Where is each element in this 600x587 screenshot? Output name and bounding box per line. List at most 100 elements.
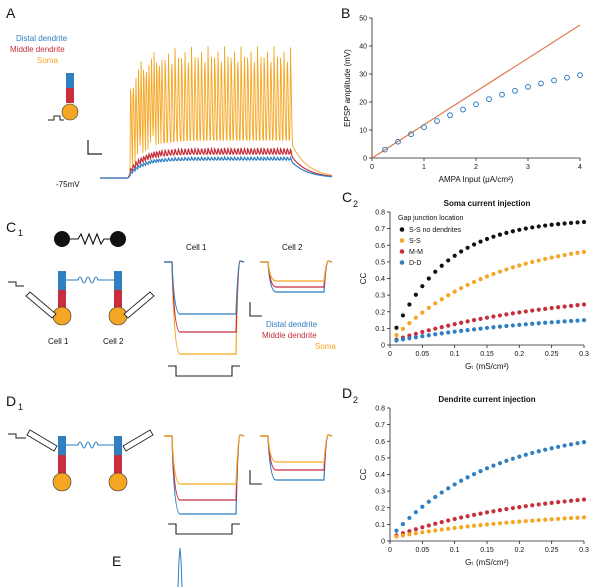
coupled-neurons-c1: [8, 271, 155, 326]
data-point: [478, 316, 483, 321]
data-point: [426, 529, 431, 534]
data-point: [556, 500, 561, 505]
data-point: [581, 318, 587, 323]
trace-cell2-soma: [260, 434, 333, 463]
legend-label: S-S: [409, 238, 421, 245]
data-point: [400, 533, 406, 538]
data-point: [581, 302, 587, 307]
data-point: [439, 519, 444, 525]
y-axis-label: CC: [359, 273, 368, 285]
coupled-neurons-d1: [8, 429, 154, 492]
data-point: [413, 292, 418, 297]
y-tick-label: 30: [359, 72, 367, 79]
x-axis-label: Gₜ (mS/cm²): [465, 558, 509, 567]
y-tick-label: 0.4: [375, 472, 385, 479]
data-point: [484, 466, 490, 471]
data-point: [400, 337, 406, 342]
data-point: [510, 456, 515, 461]
data-point: [484, 236, 490, 242]
data-point: [407, 515, 412, 521]
data-point: [465, 514, 470, 519]
trace-e-fragment: [177, 547, 183, 587]
trace-soma: [100, 46, 332, 179]
data-point: [465, 282, 470, 288]
legend-label: D-D: [409, 260, 421, 267]
trace-cell2-soma: [260, 260, 333, 282]
data-point: [523, 452, 528, 457]
data-point: [523, 322, 528, 327]
panel-label-b: B: [341, 5, 350, 21]
x-tick-label: 0: [388, 351, 392, 358]
data-point: [575, 318, 580, 323]
data-point: [446, 486, 451, 491]
data-point: [581, 497, 587, 502]
x-tick-label: 0.25: [545, 351, 559, 358]
data-point: [568, 498, 574, 503]
legend-marker: [399, 227, 405, 232]
data-point: [510, 265, 515, 270]
data-point: [478, 469, 483, 474]
data-point: [504, 267, 509, 272]
data-point: [497, 521, 503, 526]
data-point: [512, 87, 518, 94]
y-tick-label: 40: [359, 44, 367, 51]
data-point: [478, 511, 483, 516]
legend-c1-soma: Soma: [315, 342, 336, 351]
chart-d2: 0 0.05 0.1 0.15 0.2 0.25 0.3 0 0.1 0.2 0.3 0.4 0.5 0.…: [359, 395, 589, 567]
data-point: [491, 463, 496, 468]
trace-title-cell-1: Cell 1: [186, 243, 207, 252]
data-point: [556, 319, 561, 324]
data-point: [439, 325, 444, 330]
data-point: [491, 271, 496, 277]
x-tick-label: 4: [578, 164, 582, 171]
y-tick-label: 0.4: [375, 276, 385, 283]
data-point: [413, 331, 418, 336]
data-point: [439, 263, 444, 268]
y-tick-label: 0.6: [375, 243, 385, 250]
data-point: [433, 332, 438, 337]
data-point: [543, 306, 548, 311]
data-point: [568, 442, 574, 447]
data-point: [504, 520, 509, 525]
y-tick-label: 0: [381, 539, 385, 546]
data-point: [530, 308, 535, 313]
data-point: [471, 512, 477, 517]
panel-label-d2: D: [342, 385, 352, 401]
data-point: [420, 310, 425, 315]
legend-soma: Soma: [37, 56, 58, 65]
data-point: [408, 131, 414, 138]
scale-bar-d1: [249, 470, 262, 485]
data-point: [471, 472, 477, 477]
data-point: [530, 450, 535, 456]
y-tick-label: 0.8: [375, 210, 385, 217]
data-point: [471, 327, 477, 332]
data-point: [478, 239, 483, 244]
x-axis-label: Gₜ (mS/cm²): [465, 362, 509, 371]
data-point: [446, 258, 451, 263]
data-point: [478, 326, 483, 331]
data-point: [394, 528, 399, 533]
panel-label-c1: C: [6, 219, 16, 235]
data-point: [400, 521, 406, 527]
data-point: [420, 284, 425, 289]
data-point: [575, 220, 580, 225]
data-point: [407, 336, 412, 341]
neuron-schematic-a: [48, 73, 79, 121]
panel-label-c2: C: [342, 189, 352, 205]
data-point: [575, 515, 580, 520]
data-point: [543, 517, 548, 522]
voltage-traces-c1: [164, 260, 333, 377]
data-point: [478, 523, 483, 528]
data-point: [543, 256, 548, 262]
data-point: [497, 461, 503, 466]
data-point: [400, 313, 406, 318]
data-point: [577, 72, 583, 79]
data-point: [549, 500, 554, 505]
data-point: [413, 335, 418, 340]
data-point: [568, 303, 574, 308]
data-point: [549, 517, 554, 522]
data-point: [426, 276, 431, 281]
current-step-c1: [168, 365, 240, 377]
x-tick-label: 0.3: [579, 351, 589, 358]
